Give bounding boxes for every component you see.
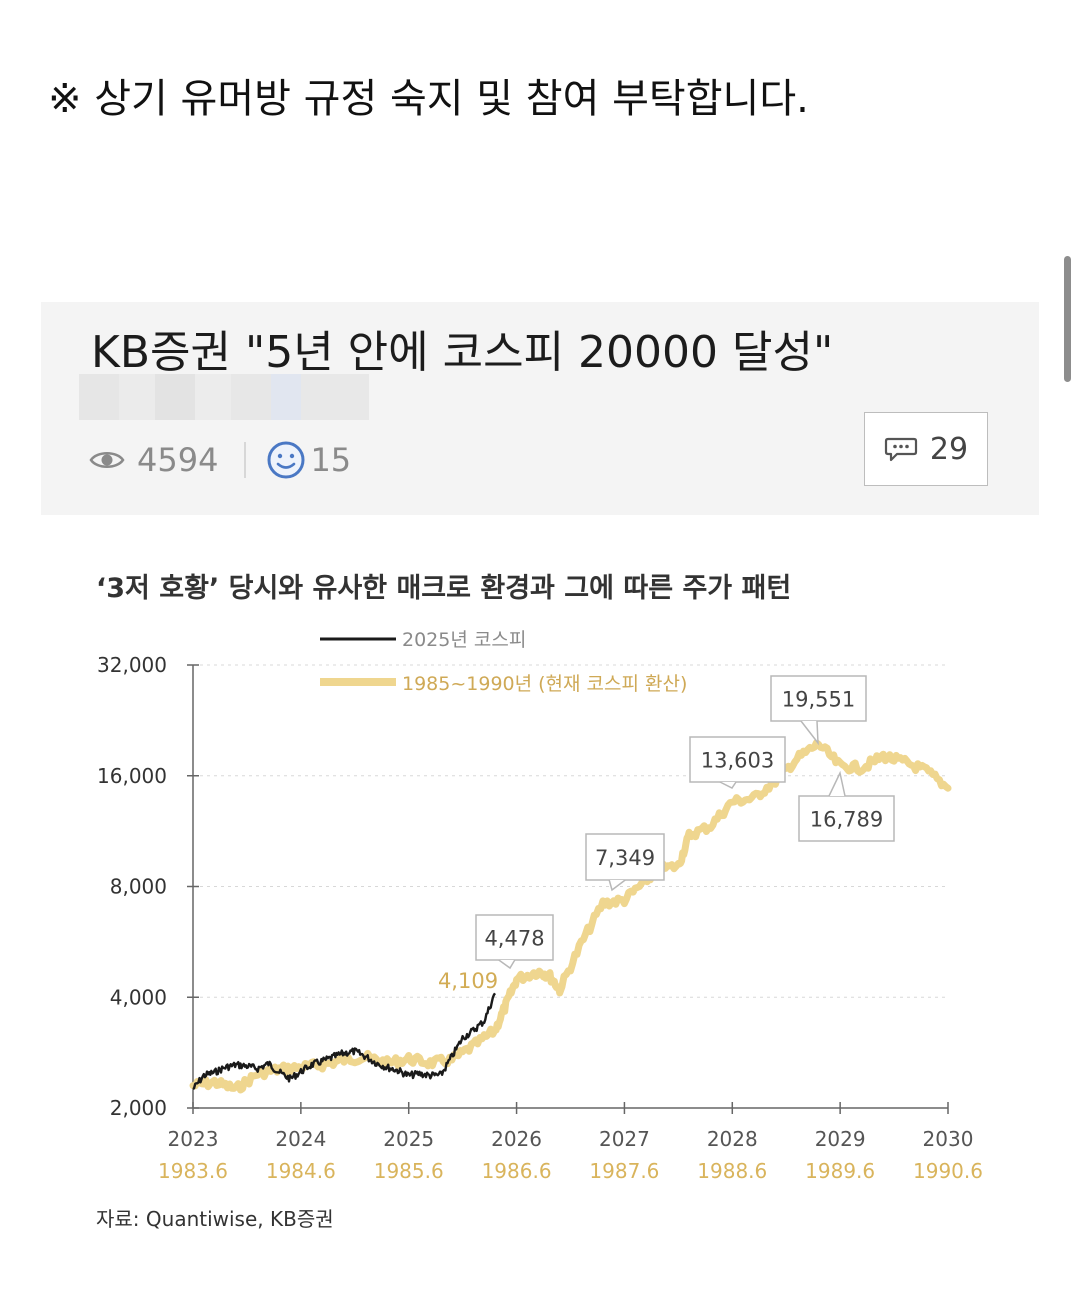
chart-title: ‘3저 호황’ 당시와 유사한 매크로 환경과 그에 따른 주가 패턴 xyxy=(96,573,792,604)
post-header-card: KB증권 "5년 안에 코스피 20000 달성" 4594 15 xyxy=(41,302,1039,515)
chart-series xyxy=(189,739,952,1094)
annotation-callout: 7,349 xyxy=(585,833,665,892)
annotation-box xyxy=(798,795,895,842)
series-1985-1990-line xyxy=(189,739,952,1094)
y-tick-label: 32,000 xyxy=(97,653,167,677)
comment-count: 29 xyxy=(929,431,969,467)
scrollbar[interactable] xyxy=(1064,256,1071,382)
annotation-callout: 13,603 xyxy=(689,736,786,789)
y-tick-label: 8,000 xyxy=(110,875,167,899)
x-tick-label-secondary: 1983.6 xyxy=(158,1159,228,1183)
x-tick-label-secondary: 1986.6 xyxy=(482,1159,552,1183)
chart-source: 자료: Quantiwise, KB증권 xyxy=(96,1207,334,1231)
x-tick-label: 2028 xyxy=(707,1127,758,1151)
y-tick-label: 4,000 xyxy=(110,985,167,1009)
eye-icon xyxy=(89,452,125,468)
annotation-label: 4,478 xyxy=(484,927,544,951)
speech-bubble-icon xyxy=(884,437,918,462)
blurred-author-info xyxy=(79,374,369,420)
x-tick-label-secondary: 1988.6 xyxy=(697,1159,767,1183)
like-count: 15 xyxy=(310,441,352,479)
legend-label-historical: 1985~1990년 (현재 코스피 환산) xyxy=(402,673,687,695)
x-tick-label-secondary: 1990.6 xyxy=(913,1159,983,1183)
annotation-callout: 19,551 xyxy=(770,675,867,746)
chart-annotations: 4,109 4,478 7,349 13,603 19,551 16,789 xyxy=(438,675,895,993)
x-tick-label-secondary: 1985.6 xyxy=(374,1159,444,1183)
x-tick-label: 2024 xyxy=(275,1127,326,1151)
x-tick-label-secondary: 1987.6 xyxy=(589,1159,659,1183)
annotation-pointer xyxy=(608,879,626,892)
annotation-label: 7,349 xyxy=(595,846,655,870)
x-tick-label: 2026 xyxy=(491,1127,542,1151)
y-tick-label: 16,000 xyxy=(97,764,167,788)
chart-legend: 2025년 코스피 1985~1990년 (현재 코스피 환산) xyxy=(320,629,687,695)
x-tick-label: 2025 xyxy=(383,1127,434,1151)
post-title: KB증권 "5년 안에 코스피 20000 달성" xyxy=(91,327,834,378)
annotation-pointer xyxy=(828,770,846,797)
annotation-label: 16,789 xyxy=(810,808,883,832)
annotation-box xyxy=(585,833,665,881)
smiley-icon[interactable] xyxy=(266,440,306,480)
annotation-callout: 16,789 xyxy=(798,770,895,842)
annotation-pointer xyxy=(498,959,516,970)
x-tick-label: 2027 xyxy=(599,1127,650,1151)
x-tick-label: 2030 xyxy=(923,1127,974,1151)
annotation-callout: 4,478 xyxy=(475,914,554,970)
comments-button[interactable]: 29 xyxy=(864,412,988,486)
legend-label-2025: 2025년 코스피 xyxy=(402,629,526,651)
stats-divider xyxy=(244,442,247,478)
annotation-label: 19,551 xyxy=(782,688,855,712)
annotation-box xyxy=(475,914,554,961)
series-2025-kospi-line xyxy=(192,992,496,1091)
x-tick-label: 2023 xyxy=(168,1127,219,1151)
x-tick-label-secondary: 1984.6 xyxy=(266,1159,336,1183)
x-tick-label-secondary: 1989.6 xyxy=(805,1159,875,1183)
post-stats: 4594 15 xyxy=(89,440,351,480)
annotation-box xyxy=(770,675,867,722)
view-count: 4594 xyxy=(137,441,219,479)
annotation-box xyxy=(689,736,786,783)
annotation-pointer xyxy=(800,720,819,746)
annotation-label: 4,109 xyxy=(438,969,498,993)
y-tick-label: 2,000 xyxy=(110,1096,167,1120)
annotation-pointer xyxy=(719,781,737,789)
x-tick-label: 2029 xyxy=(815,1127,866,1151)
annotation-label: 13,603 xyxy=(701,749,774,773)
notice-text: ※ 상기 유머방 규정 숙지 및 참여 부탁합니다. xyxy=(48,76,809,122)
